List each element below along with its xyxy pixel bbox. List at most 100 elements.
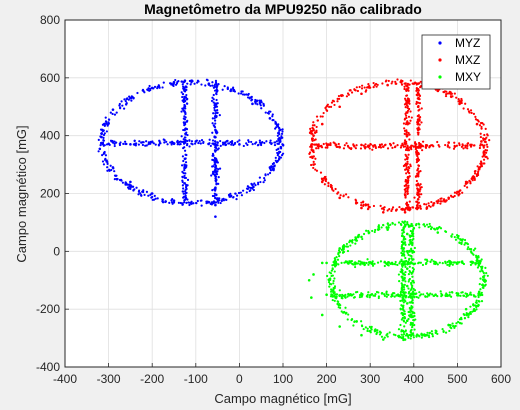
data-point	[462, 262, 466, 266]
data-point	[402, 221, 405, 224]
data-point	[308, 151, 312, 154]
data-point	[413, 262, 417, 265]
data-point	[360, 87, 364, 90]
data-point	[336, 100, 339, 103]
data-point	[439, 290, 442, 293]
data-point	[180, 80, 183, 83]
data-point	[386, 83, 389, 87]
data-point	[106, 169, 109, 172]
data-point	[442, 90, 445, 94]
data-point	[464, 307, 468, 311]
data-point	[424, 295, 427, 298]
data-point	[278, 136, 281, 140]
data-point	[319, 171, 323, 174]
data-point	[332, 260, 335, 264]
data-point	[183, 104, 186, 107]
data-point	[408, 295, 411, 298]
data-point	[422, 293, 425, 296]
data-point	[405, 116, 408, 120]
data-point	[180, 140, 184, 143]
data-point	[484, 148, 487, 152]
data-point	[410, 314, 413, 317]
data-point	[231, 87, 235, 90]
data-point	[418, 190, 421, 193]
data-point	[455, 262, 458, 265]
data-point	[101, 154, 104, 157]
data-point	[333, 291, 336, 294]
data-point	[476, 172, 480, 175]
data-point	[154, 197, 157, 200]
data-point	[409, 281, 413, 285]
data-point	[474, 247, 477, 250]
data-point	[346, 318, 349, 321]
data-point	[102, 163, 106, 166]
data-point	[430, 200, 433, 204]
data-point	[360, 324, 364, 327]
data-point	[486, 274, 489, 277]
data-point	[400, 251, 403, 255]
data-point	[213, 194, 216, 198]
data-point	[213, 85, 217, 89]
data-point	[340, 310, 343, 313]
data-point	[361, 237, 364, 241]
data-point	[223, 142, 226, 145]
data-point	[377, 224, 380, 227]
data-point	[445, 93, 448, 96]
data-point	[311, 126, 314, 130]
data-point	[404, 265, 407, 269]
data-point	[392, 142, 395, 145]
data-point	[439, 227, 443, 230]
data-point	[475, 301, 478, 305]
data-point	[392, 292, 395, 295]
data-point	[475, 299, 478, 302]
data-point	[478, 124, 482, 127]
data-point	[247, 186, 251, 189]
data-point	[279, 150, 282, 154]
data-point	[214, 136, 217, 139]
data-point	[436, 295, 439, 298]
data-point	[360, 143, 363, 147]
data-point	[320, 261, 324, 265]
data-point	[444, 143, 447, 147]
data-point	[407, 147, 410, 150]
data-point	[403, 283, 406, 286]
data-point	[436, 201, 439, 205]
data-point	[411, 206, 414, 209]
data-point	[376, 261, 380, 264]
data-point	[184, 196, 187, 199]
data-point	[462, 312, 465, 316]
data-point	[407, 310, 410, 314]
data-point	[470, 144, 473, 147]
data-point	[310, 132, 313, 135]
data-point	[472, 294, 475, 297]
data-point	[444, 94, 448, 98]
data-point	[137, 193, 140, 196]
data-point	[212, 165, 215, 168]
data-point	[98, 147, 101, 150]
data-point	[411, 82, 414, 85]
data-point	[317, 145, 320, 148]
data-point	[415, 295, 418, 299]
data-point	[407, 207, 410, 210]
data-point	[148, 84, 151, 88]
data-point	[269, 169, 273, 172]
data-point	[482, 123, 485, 126]
data-point	[268, 141, 272, 144]
data-point	[477, 262, 480, 265]
series-myz	[97, 78, 285, 218]
data-point	[409, 262, 412, 265]
data-point	[453, 326, 456, 330]
data-point	[407, 169, 410, 172]
data-point	[486, 145, 489, 148]
data-point	[481, 269, 484, 272]
data-point	[432, 260, 435, 263]
data-point	[431, 293, 434, 296]
data-point	[178, 143, 181, 146]
data-point	[339, 194, 342, 197]
data-point	[158, 85, 161, 88]
data-point	[419, 261, 422, 264]
data-point	[478, 283, 481, 286]
data-point	[377, 295, 381, 298]
data-point	[449, 324, 452, 327]
data-point	[411, 284, 414, 287]
